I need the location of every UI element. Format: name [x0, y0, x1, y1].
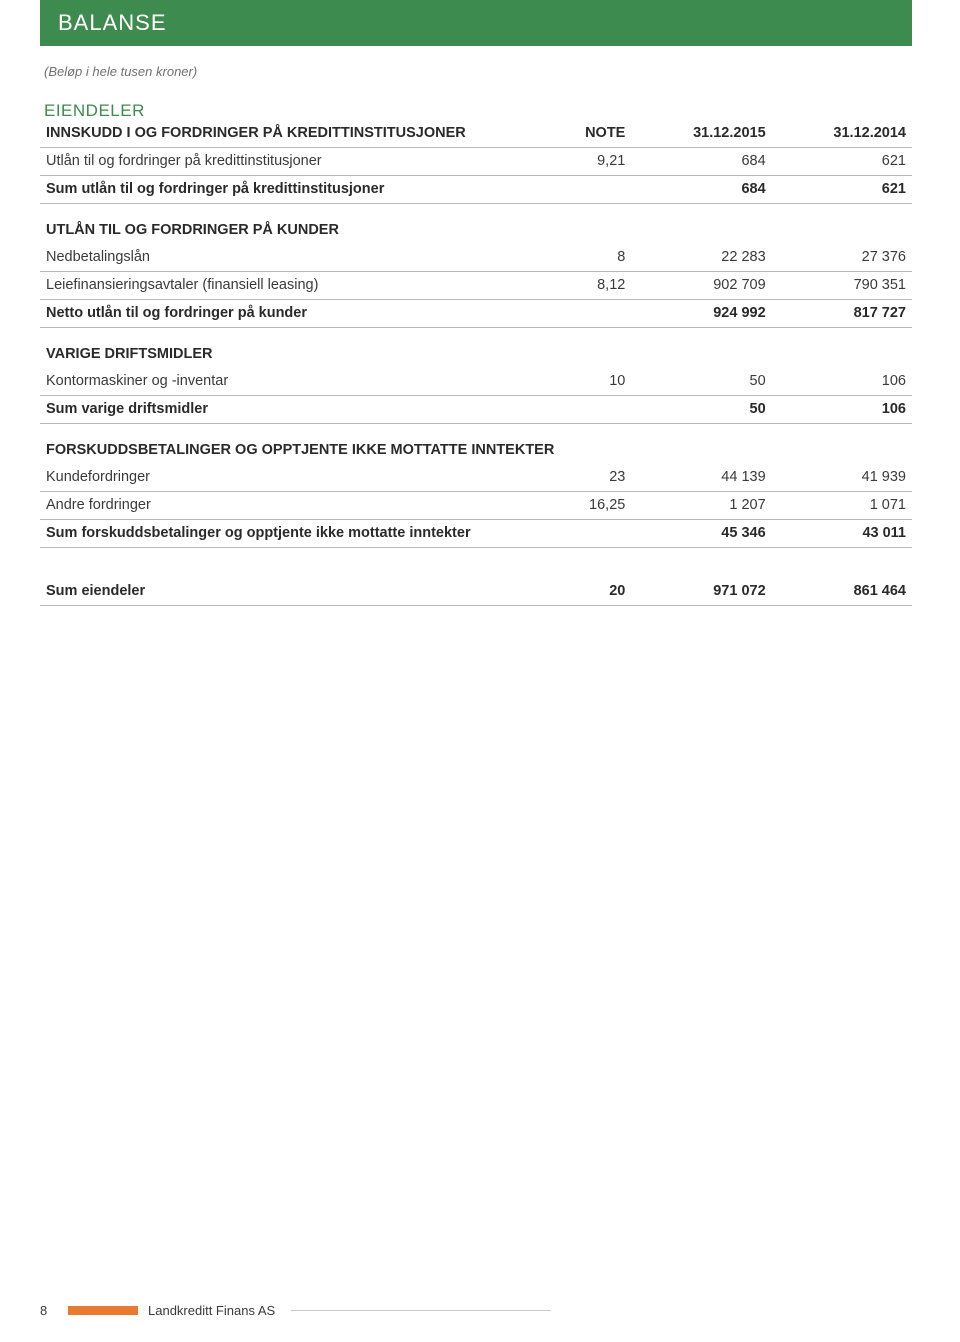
table-row: Nedbetalingslån 8 22 283 27 376: [40, 244, 912, 272]
row-v2: 817 727: [772, 300, 912, 328]
table-row: Andre fordringer 16,25 1 207 1 071: [40, 492, 912, 520]
table-row: Leiefinansieringsavtaler (finansiell lea…: [40, 272, 912, 300]
row-label: Sum varige driftsmidler: [40, 396, 541, 424]
table-row-total: Sum eiendeler 20 971 072 861 464: [40, 578, 912, 606]
row-label: Sum utlån til og fordringer på kredittin…: [40, 176, 541, 204]
row-note: 10: [541, 368, 631, 396]
row-note: 20: [541, 578, 631, 606]
assets-title: EIENDELER: [44, 101, 920, 121]
row-v1: 971 072: [631, 578, 771, 606]
row-note: 8: [541, 244, 631, 272]
spacer-row: [40, 548, 912, 578]
row-v1: 684: [631, 148, 771, 176]
row-v2: 621: [772, 148, 912, 176]
table-row: Kontormaskiner og -inventar 10 50 106: [40, 368, 912, 396]
row-note: [541, 176, 631, 204]
accent-bar-icon: [68, 1306, 138, 1315]
footer-rule-icon: [291, 1310, 551, 1311]
row-label: Netto utlån til og fordringer på kunder: [40, 300, 541, 328]
table-row-sum: Netto utlån til og fordringer på kunder …: [40, 300, 912, 328]
balance-table: INNSKUDD I OG FORDRINGER PÅ KREDITTINSTI…: [40, 123, 912, 606]
table-row-sum: Sum forskuddsbetalinger og opptjente ikk…: [40, 520, 912, 548]
page-number: 8: [40, 1303, 58, 1318]
row-note: 16,25: [541, 492, 631, 520]
table-header-row: INNSKUDD I OG FORDRINGER PÅ KREDITTINSTI…: [40, 123, 912, 148]
table-row-sum: Sum utlån til og fordringer på kredittin…: [40, 176, 912, 204]
row-v1: 50: [631, 368, 771, 396]
table-row-sum: Sum varige driftsmidler 50 106: [40, 396, 912, 424]
row-v1: 44 139: [631, 464, 771, 492]
col-2014-header: 31.12.2014: [772, 123, 912, 148]
row-v2: 106: [772, 396, 912, 424]
section-heading-row: FORSKUDDSBETALINGER OG OPPTJENTE IKKE MO…: [40, 424, 912, 465]
section-heading-row: VARIGE DRIFTSMIDLER: [40, 328, 912, 369]
section-heading: UTLÅN TIL OG FORDRINGER PÅ KUNDER: [40, 204, 912, 245]
row-label: Leiefinansieringsavtaler (finansiell lea…: [40, 272, 541, 300]
row-v2: 43 011: [772, 520, 912, 548]
row-note: 9,21: [541, 148, 631, 176]
page-banner: BALANSE: [40, 0, 912, 46]
row-note: 23: [541, 464, 631, 492]
row-v1: 50: [631, 396, 771, 424]
row-v2: 861 464: [772, 578, 912, 606]
row-label: Utlån til og fordringer på kredittinstit…: [40, 148, 541, 176]
row-v2: 621: [772, 176, 912, 204]
section-heading: VARIGE DRIFTSMIDLER: [40, 328, 912, 369]
table-row: Utlån til og fordringer på kredittinstit…: [40, 148, 912, 176]
row-v1: 1 207: [631, 492, 771, 520]
banner-title: BALANSE: [58, 10, 167, 35]
section-heading-row: UTLÅN TIL OG FORDRINGER PÅ KUNDER: [40, 204, 912, 245]
row-note: [541, 300, 631, 328]
row-label: Kontormaskiner og -inventar: [40, 368, 541, 396]
row-v1: 22 283: [631, 244, 771, 272]
row-label: Kundefordringer: [40, 464, 541, 492]
table-row: Kundefordringer 23 44 139 41 939: [40, 464, 912, 492]
footer-brand: Landkreditt Finans AS: [148, 1303, 275, 1318]
row-v1: 45 346: [631, 520, 771, 548]
page-footer: 8 Landkreditt Finans AS: [40, 1303, 920, 1318]
row-v2: 27 376: [772, 244, 912, 272]
currency-note: (Beløp i hele tusen kroner): [44, 64, 920, 79]
row-note: [541, 520, 631, 548]
row-label: Andre fordringer: [40, 492, 541, 520]
row-label: Sum forskuddsbetalinger og opptjente ikk…: [40, 520, 541, 548]
row-v1: 924 992: [631, 300, 771, 328]
col-note-header: NOTE: [541, 123, 631, 148]
col-2015-header: 31.12.2015: [631, 123, 771, 148]
row-v1: 684: [631, 176, 771, 204]
row-v1: 902 709: [631, 272, 771, 300]
page: BALANSE (Beløp i hele tusen kroner) EIEN…: [0, 0, 960, 1342]
section-heading: FORSKUDDSBETALINGER OG OPPTJENTE IKKE MO…: [40, 424, 912, 465]
row-note: [541, 396, 631, 424]
row-v2: 1 071: [772, 492, 912, 520]
row-note: 8,12: [541, 272, 631, 300]
row-v2: 41 939: [772, 464, 912, 492]
row-v2: 790 351: [772, 272, 912, 300]
row-label: Nedbetalingslån: [40, 244, 541, 272]
row-label: Sum eiendeler: [40, 578, 541, 606]
section-heading: INNSKUDD I OG FORDRINGER PÅ KREDITTINSTI…: [40, 123, 541, 148]
row-v2: 106: [772, 368, 912, 396]
